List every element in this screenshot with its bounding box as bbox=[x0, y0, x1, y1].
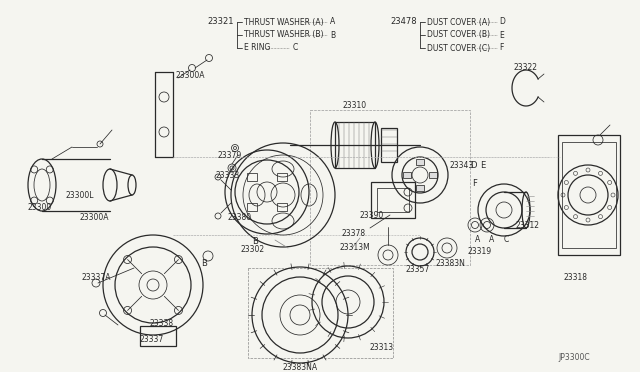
Text: 23302: 23302 bbox=[241, 246, 265, 254]
Bar bbox=[310, 110, 470, 265]
Text: 23300: 23300 bbox=[27, 203, 51, 212]
Text: F: F bbox=[472, 179, 477, 187]
Text: 23343: 23343 bbox=[450, 160, 474, 170]
Text: F: F bbox=[500, 44, 504, 52]
Text: THRUST WASHER (A): THRUST WASHER (A) bbox=[244, 17, 324, 26]
Bar bbox=[335, 122, 375, 168]
Text: A: A bbox=[490, 235, 495, 244]
Text: 23379: 23379 bbox=[218, 151, 243, 160]
Text: 23322: 23322 bbox=[514, 64, 538, 73]
Text: DUST COVER (B): DUST COVER (B) bbox=[427, 31, 490, 39]
Text: 23383N: 23383N bbox=[435, 259, 465, 267]
Text: C: C bbox=[292, 44, 298, 52]
Text: 23300A: 23300A bbox=[80, 214, 109, 222]
Text: 23378: 23378 bbox=[342, 228, 366, 237]
Text: 23310: 23310 bbox=[343, 100, 367, 109]
Bar bbox=[248, 268, 393, 358]
Text: 23312: 23312 bbox=[516, 221, 540, 230]
Bar bbox=[558, 135, 620, 255]
Text: DUST COVER (A): DUST COVER (A) bbox=[427, 17, 490, 26]
Bar bbox=[377, 188, 409, 212]
Text: 23380: 23380 bbox=[228, 214, 252, 222]
Bar bbox=[416, 159, 424, 165]
Bar bbox=[562, 142, 616, 248]
Text: 23318: 23318 bbox=[563, 273, 587, 282]
Text: JP3300C: JP3300C bbox=[558, 353, 590, 362]
Text: A: A bbox=[330, 17, 335, 26]
Bar bbox=[247, 173, 257, 181]
Text: 23337: 23337 bbox=[140, 336, 164, 344]
Text: 23338: 23338 bbox=[150, 318, 174, 327]
Bar bbox=[277, 203, 287, 211]
Text: 23300L: 23300L bbox=[65, 190, 93, 199]
Text: 23390: 23390 bbox=[360, 211, 384, 219]
Text: 23319: 23319 bbox=[468, 247, 492, 257]
Text: E RING: E RING bbox=[244, 44, 270, 52]
Bar bbox=[310, 110, 470, 265]
Text: B: B bbox=[330, 31, 335, 39]
Text: D: D bbox=[470, 160, 476, 170]
Bar bbox=[140, 326, 176, 346]
Text: 23357: 23357 bbox=[406, 266, 430, 275]
Text: THRUST WASHER (B): THRUST WASHER (B) bbox=[244, 31, 323, 39]
Text: 23321: 23321 bbox=[207, 17, 234, 26]
Text: 23333: 23333 bbox=[215, 170, 239, 180]
Bar bbox=[277, 173, 287, 181]
Text: 23337A: 23337A bbox=[82, 273, 111, 282]
Text: DUST COVER (C): DUST COVER (C) bbox=[427, 44, 490, 52]
Text: 23478: 23478 bbox=[390, 17, 417, 26]
Bar bbox=[381, 128, 397, 162]
Bar bbox=[416, 185, 424, 191]
Bar bbox=[247, 203, 257, 211]
Bar bbox=[403, 172, 411, 178]
Text: 23313M: 23313M bbox=[340, 244, 371, 253]
Text: 23383NA: 23383NA bbox=[282, 363, 317, 372]
Text: E: E bbox=[481, 160, 486, 170]
Text: 23313: 23313 bbox=[370, 343, 394, 353]
Text: B: B bbox=[201, 259, 207, 267]
Text: 23300A: 23300A bbox=[175, 71, 205, 80]
Text: C: C bbox=[504, 235, 509, 244]
Bar bbox=[371, 182, 415, 218]
Text: B: B bbox=[252, 237, 258, 247]
Text: E: E bbox=[500, 31, 504, 39]
Text: A: A bbox=[476, 235, 481, 244]
Text: D: D bbox=[500, 17, 506, 26]
Bar bbox=[429, 172, 437, 178]
